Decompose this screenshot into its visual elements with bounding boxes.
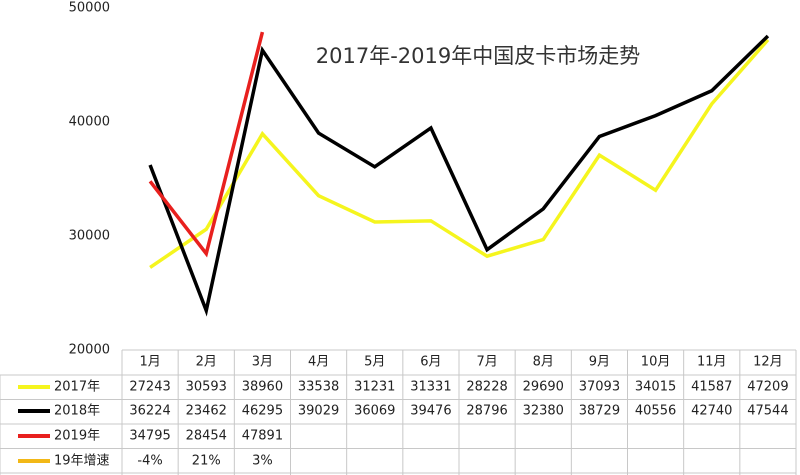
table-value: 36224 — [129, 404, 170, 419]
x-tick-label: 12月 — [753, 355, 783, 370]
x-tick-label: 3月 — [252, 355, 273, 370]
series-line — [148, 31, 265, 258]
table-value: 33538 — [298, 380, 339, 395]
table-value: 37093 — [579, 380, 620, 395]
y-tick-label: 30000 — [69, 229, 110, 244]
table-value: -4% — [137, 454, 162, 469]
table-value: 40556 — [635, 404, 676, 419]
legend-label: 19年增速 — [54, 454, 110, 469]
x-tick-label: 8月 — [533, 355, 554, 370]
table-value: 21% — [192, 454, 221, 469]
x-tick-label: 1月 — [139, 355, 160, 370]
table-value: 41587 — [691, 380, 732, 395]
x-tick-label: 5月 — [364, 355, 385, 370]
y-tick-label: 50000 — [69, 1, 110, 16]
x-tick-label: 9月 — [589, 355, 610, 370]
table-value: 3% — [252, 454, 273, 469]
x-tick-label: 10月 — [641, 355, 671, 370]
table-value: 34015 — [635, 380, 676, 395]
table-value: 47544 — [747, 404, 788, 419]
x-tick-label: 4月 — [308, 355, 329, 370]
series-line — [148, 34, 770, 317]
table-value: 46295 — [242, 404, 283, 419]
table-value: 36069 — [354, 404, 395, 419]
table-value: 39476 — [410, 404, 451, 419]
x-tick-label: 11月 — [697, 355, 727, 370]
series-line — [149, 38, 770, 269]
table-value: 38729 — [579, 404, 620, 419]
table-value: 28796 — [466, 404, 507, 419]
table-value: 31331 — [410, 380, 451, 395]
y-tick-label: 40000 — [69, 115, 110, 130]
chart-title: 2017年-2019年中国皮卡市场走势 — [316, 44, 640, 68]
x-tick-label: 2月 — [196, 355, 217, 370]
x-tick-label: 7月 — [476, 355, 497, 370]
table-value: 28454 — [186, 429, 227, 444]
table-value: 23462 — [186, 404, 227, 419]
legend-label: 2017年 — [54, 380, 100, 395]
table-value: 38960 — [242, 380, 283, 395]
y-tick-label: 20000 — [69, 343, 110, 358]
table-value: 28228 — [466, 380, 507, 395]
table-value: 42740 — [691, 404, 732, 419]
table-value: 47891 — [242, 429, 283, 444]
table-value: 30593 — [186, 380, 227, 395]
table-value: 34795 — [129, 429, 170, 444]
table-value: 32380 — [523, 404, 564, 419]
table-value: 31231 — [354, 380, 395, 395]
x-tick-label: 6月 — [420, 355, 441, 370]
table-value: 27243 — [129, 380, 170, 395]
legend-label: 2019年 — [54, 429, 100, 444]
table-value: 39029 — [298, 404, 339, 419]
legend-label: 2018年 — [54, 404, 100, 419]
table-value: 29690 — [523, 380, 564, 395]
table-value: 47209 — [747, 380, 788, 395]
